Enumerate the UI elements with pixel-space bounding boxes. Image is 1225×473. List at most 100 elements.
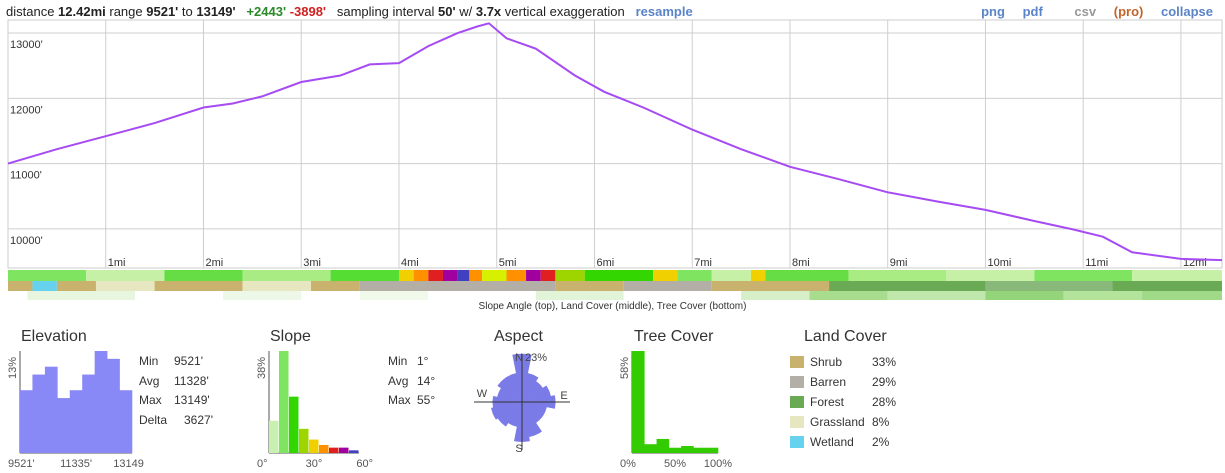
histogram-bar bbox=[693, 447, 707, 453]
tree-cover-strip bbox=[8, 291, 1222, 300]
w-label: w/ bbox=[459, 4, 473, 19]
slope-segment bbox=[711, 270, 751, 281]
legend-name: Forest bbox=[810, 395, 845, 409]
slope-segment bbox=[848, 270, 947, 281]
x-tick-label: 11mi bbox=[1085, 257, 1108, 269]
slope-segment bbox=[584, 270, 654, 281]
histogram-bar bbox=[20, 390, 33, 453]
pdf-link[interactable]: pdf bbox=[1022, 4, 1043, 19]
legend-swatch bbox=[790, 396, 804, 408]
y-tick-label: 10000' bbox=[10, 235, 43, 247]
slope-segment bbox=[1132, 270, 1222, 281]
csv-label: csv bbox=[1074, 4, 1097, 19]
legend-swatch bbox=[790, 356, 804, 368]
histogram-bar bbox=[107, 358, 120, 453]
slope-segment bbox=[526, 270, 541, 281]
land-segment bbox=[418, 281, 556, 291]
distance-label: distance bbox=[6, 4, 55, 19]
rose-max-label: 23% bbox=[525, 352, 547, 364]
x-tick-label: 4mi bbox=[401, 257, 419, 269]
slope-segment bbox=[330, 270, 399, 281]
tree-segment bbox=[1063, 291, 1142, 300]
tree-segment bbox=[985, 291, 1064, 300]
resample-link[interactable]: resample bbox=[635, 4, 693, 19]
elevation-title: Elevation bbox=[21, 328, 87, 345]
legend-percent: 29% bbox=[872, 375, 897, 389]
slope-avg-label: Avg bbox=[388, 373, 409, 388]
aspect-title: Aspect bbox=[494, 328, 543, 345]
slope-title: Slope bbox=[270, 328, 311, 345]
aspect-rose: N 23% E S W bbox=[474, 352, 570, 455]
rose-label-s: S bbox=[515, 443, 522, 455]
legend-swatch bbox=[790, 416, 804, 428]
x-tick-label: 50% bbox=[664, 458, 686, 470]
tree-segment bbox=[535, 291, 624, 300]
land-segment bbox=[555, 281, 624, 291]
legend-percent: 8% bbox=[872, 415, 890, 429]
csv-link[interactable]: csv (pro) bbox=[1060, 4, 1143, 19]
collapse-link[interactable]: collapse bbox=[1160, 4, 1213, 19]
histogram-bar bbox=[339, 447, 349, 453]
land-segment bbox=[829, 281, 986, 291]
slope-avg-value: 14° bbox=[417, 373, 436, 388]
x-tick-label: 13149' bbox=[113, 458, 144, 470]
histogram-bar bbox=[32, 374, 46, 453]
slope-segment bbox=[413, 270, 429, 281]
tree-segment bbox=[359, 291, 429, 300]
slope-segment bbox=[8, 270, 87, 281]
x-tick-label: 0% bbox=[620, 458, 636, 470]
histogram-bar bbox=[94, 351, 108, 453]
land-segment bbox=[8, 281, 33, 291]
elev-max-label: Max bbox=[139, 393, 162, 407]
slope-max-label: Max bbox=[388, 393, 411, 407]
land-cover-item: Barren 29% bbox=[790, 372, 896, 392]
land-segment bbox=[711, 281, 830, 291]
elev-avg-label: Avg bbox=[139, 373, 160, 388]
histogram-bar bbox=[309, 439, 319, 453]
slope-segment bbox=[653, 270, 678, 281]
land-segment bbox=[359, 281, 419, 291]
histogram-bar bbox=[329, 447, 339, 453]
slope-segment bbox=[442, 270, 458, 281]
x-tick-label: 6mi bbox=[596, 257, 614, 269]
plot-area bbox=[7, 19, 1223, 269]
tree-segment bbox=[887, 291, 986, 300]
profile-x-tick-labels: 1mi 2mi 3mi 4mi 5mi 6mi 7mi 8mi 9mi 10mi 11mi 12mi bbox=[108, 257, 1207, 269]
histogram-bar bbox=[279, 351, 289, 453]
y-max-label: 13% bbox=[7, 357, 19, 379]
tree-segment bbox=[809, 291, 888, 300]
x-tick-label: 8mi bbox=[792, 257, 810, 269]
interval-value: 50' bbox=[438, 4, 456, 19]
x-tick-label: 0° bbox=[257, 458, 268, 470]
land-cover-item: Shrub 33% bbox=[790, 352, 896, 372]
pro-label: (pro) bbox=[1113, 4, 1144, 19]
elev-delta-label: Delta bbox=[139, 412, 168, 427]
exaggeration-value: 3.7x bbox=[475, 4, 502, 19]
elev-avg-value: 11328' bbox=[174, 373, 209, 388]
tree-segment bbox=[1141, 291, 1222, 300]
range-min: 9521' bbox=[146, 4, 179, 19]
png-link[interactable]: png bbox=[981, 4, 1005, 19]
x-tick-label: 100% bbox=[704, 458, 732, 470]
elevation-gain: +2443' bbox=[246, 4, 287, 19]
land-segment bbox=[311, 281, 360, 291]
land-segment bbox=[95, 281, 155, 291]
slope-angle-strip bbox=[8, 270, 1222, 281]
histogram-bar bbox=[44, 366, 58, 453]
histogram-bar bbox=[57, 398, 71, 453]
histogram-bar bbox=[319, 444, 329, 453]
tree-segment bbox=[301, 291, 360, 300]
x-tick-label: 2mi bbox=[205, 257, 223, 269]
x-tick-label: 3mi bbox=[303, 257, 321, 269]
land-segment bbox=[1112, 281, 1222, 291]
slope-segment bbox=[457, 270, 470, 281]
legend-name: Shrub bbox=[810, 355, 843, 369]
land-segment bbox=[56, 281, 96, 291]
y-tick-label: 12000' bbox=[10, 104, 43, 116]
land-cover-legend: Shrub 33% Barren 29% Forest 28% Grassland 8% Wet… bbox=[790, 352, 896, 452]
slope-segment bbox=[398, 270, 414, 281]
interval-label: sampling interval bbox=[336, 4, 435, 19]
exaggeration-label: vertical exaggeration bbox=[504, 4, 625, 19]
x-tick-label: 11335' bbox=[60, 458, 92, 470]
rose-petal bbox=[505, 373, 523, 403]
